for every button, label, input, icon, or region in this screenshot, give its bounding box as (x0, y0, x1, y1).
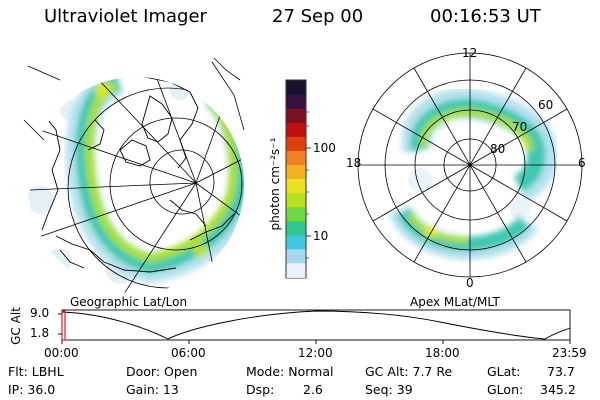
instrument-title: Ultraviolet Imager (44, 6, 207, 27)
colorbar-band (286, 235, 306, 250)
altitude-tick-low: 1.8 (30, 326, 50, 340)
colorbar-band (286, 249, 306, 264)
info-dsp-label: Dsp: (246, 382, 275, 397)
colorbar-band (286, 122, 306, 138)
info-glat-label: GLat: (487, 364, 521, 379)
colorbar-band (286, 136, 306, 152)
colorbar-tick-10: 10 (313, 229, 329, 243)
altitude-curve (61, 310, 571, 340)
info-gc-alt: GC Alt: 7.7 Re (365, 364, 453, 379)
time-tick-0600: 06:00 (171, 346, 206, 360)
mlt-label-12: 12 (462, 46, 478, 60)
altitude-track (58, 309, 571, 344)
colorbar-band (286, 164, 306, 180)
info-dsp-value: 2.6 (303, 382, 323, 397)
geographic-grid (28, 77, 244, 293)
mlat-label-80: 80 (490, 142, 506, 156)
mlat-label-70: 70 (512, 120, 528, 134)
colorbar-band (286, 221, 306, 236)
magnetic-image (357, 52, 583, 278)
info-seq: Seq: 39 (365, 382, 413, 397)
colorbar-band (286, 207, 306, 222)
time-marker (61, 310, 66, 341)
image-time: 00:16:53 UT (430, 6, 541, 27)
colorbar-band (286, 150, 306, 166)
info-door: Door: Open (126, 364, 198, 379)
mlt-label-6: 6 (578, 156, 586, 170)
colorbar (285, 79, 311, 279)
magnetic-grid (357, 52, 583, 278)
time-tick-1200: 12:00 (298, 346, 333, 360)
colorbar-band (286, 94, 306, 110)
mlt-label-18: 18 (346, 156, 362, 170)
info-glon-value: 345.2 (540, 382, 576, 397)
time-tick-0000: 00:00 (44, 346, 79, 360)
time-tick-1800: 18:00 (425, 346, 460, 360)
geographic-caption: Geographic Lat/Lon (70, 295, 188, 309)
colorbar-band (286, 108, 306, 124)
colorbar-band (286, 179, 306, 194)
geographic-image (23, 57, 245, 293)
colorbar-band (286, 193, 306, 208)
colorbar-tick-100: 100 (313, 141, 336, 155)
colorbar-unit-label: photon cm⁻²s⁻¹ (268, 137, 282, 231)
altitude-axis-label: GC Alt (9, 307, 23, 345)
mlt-label-0: 0 (466, 276, 474, 290)
altitude-tick-high: 9.0 (30, 306, 50, 320)
time-tick-2359: 23:59 (552, 346, 587, 360)
info-filter: Flt: LBHL (8, 364, 64, 379)
auroral-oval-geographic (65, 77, 244, 284)
colorbar-band (286, 80, 306, 96)
mlat-label-60: 60 (538, 98, 554, 112)
info-gain: Gain: 13 (126, 382, 179, 397)
image-date: 27 Sep 00 (272, 6, 364, 27)
info-glon-label: GLon: (487, 382, 524, 397)
info-glat-value: 73.7 (547, 364, 575, 379)
magnetic-caption: Apex MLat/MLT (410, 295, 500, 309)
colorbar-band (286, 263, 306, 278)
info-mode: Mode: Normal (246, 364, 334, 379)
info-ip: IP: 36.0 (8, 382, 56, 397)
